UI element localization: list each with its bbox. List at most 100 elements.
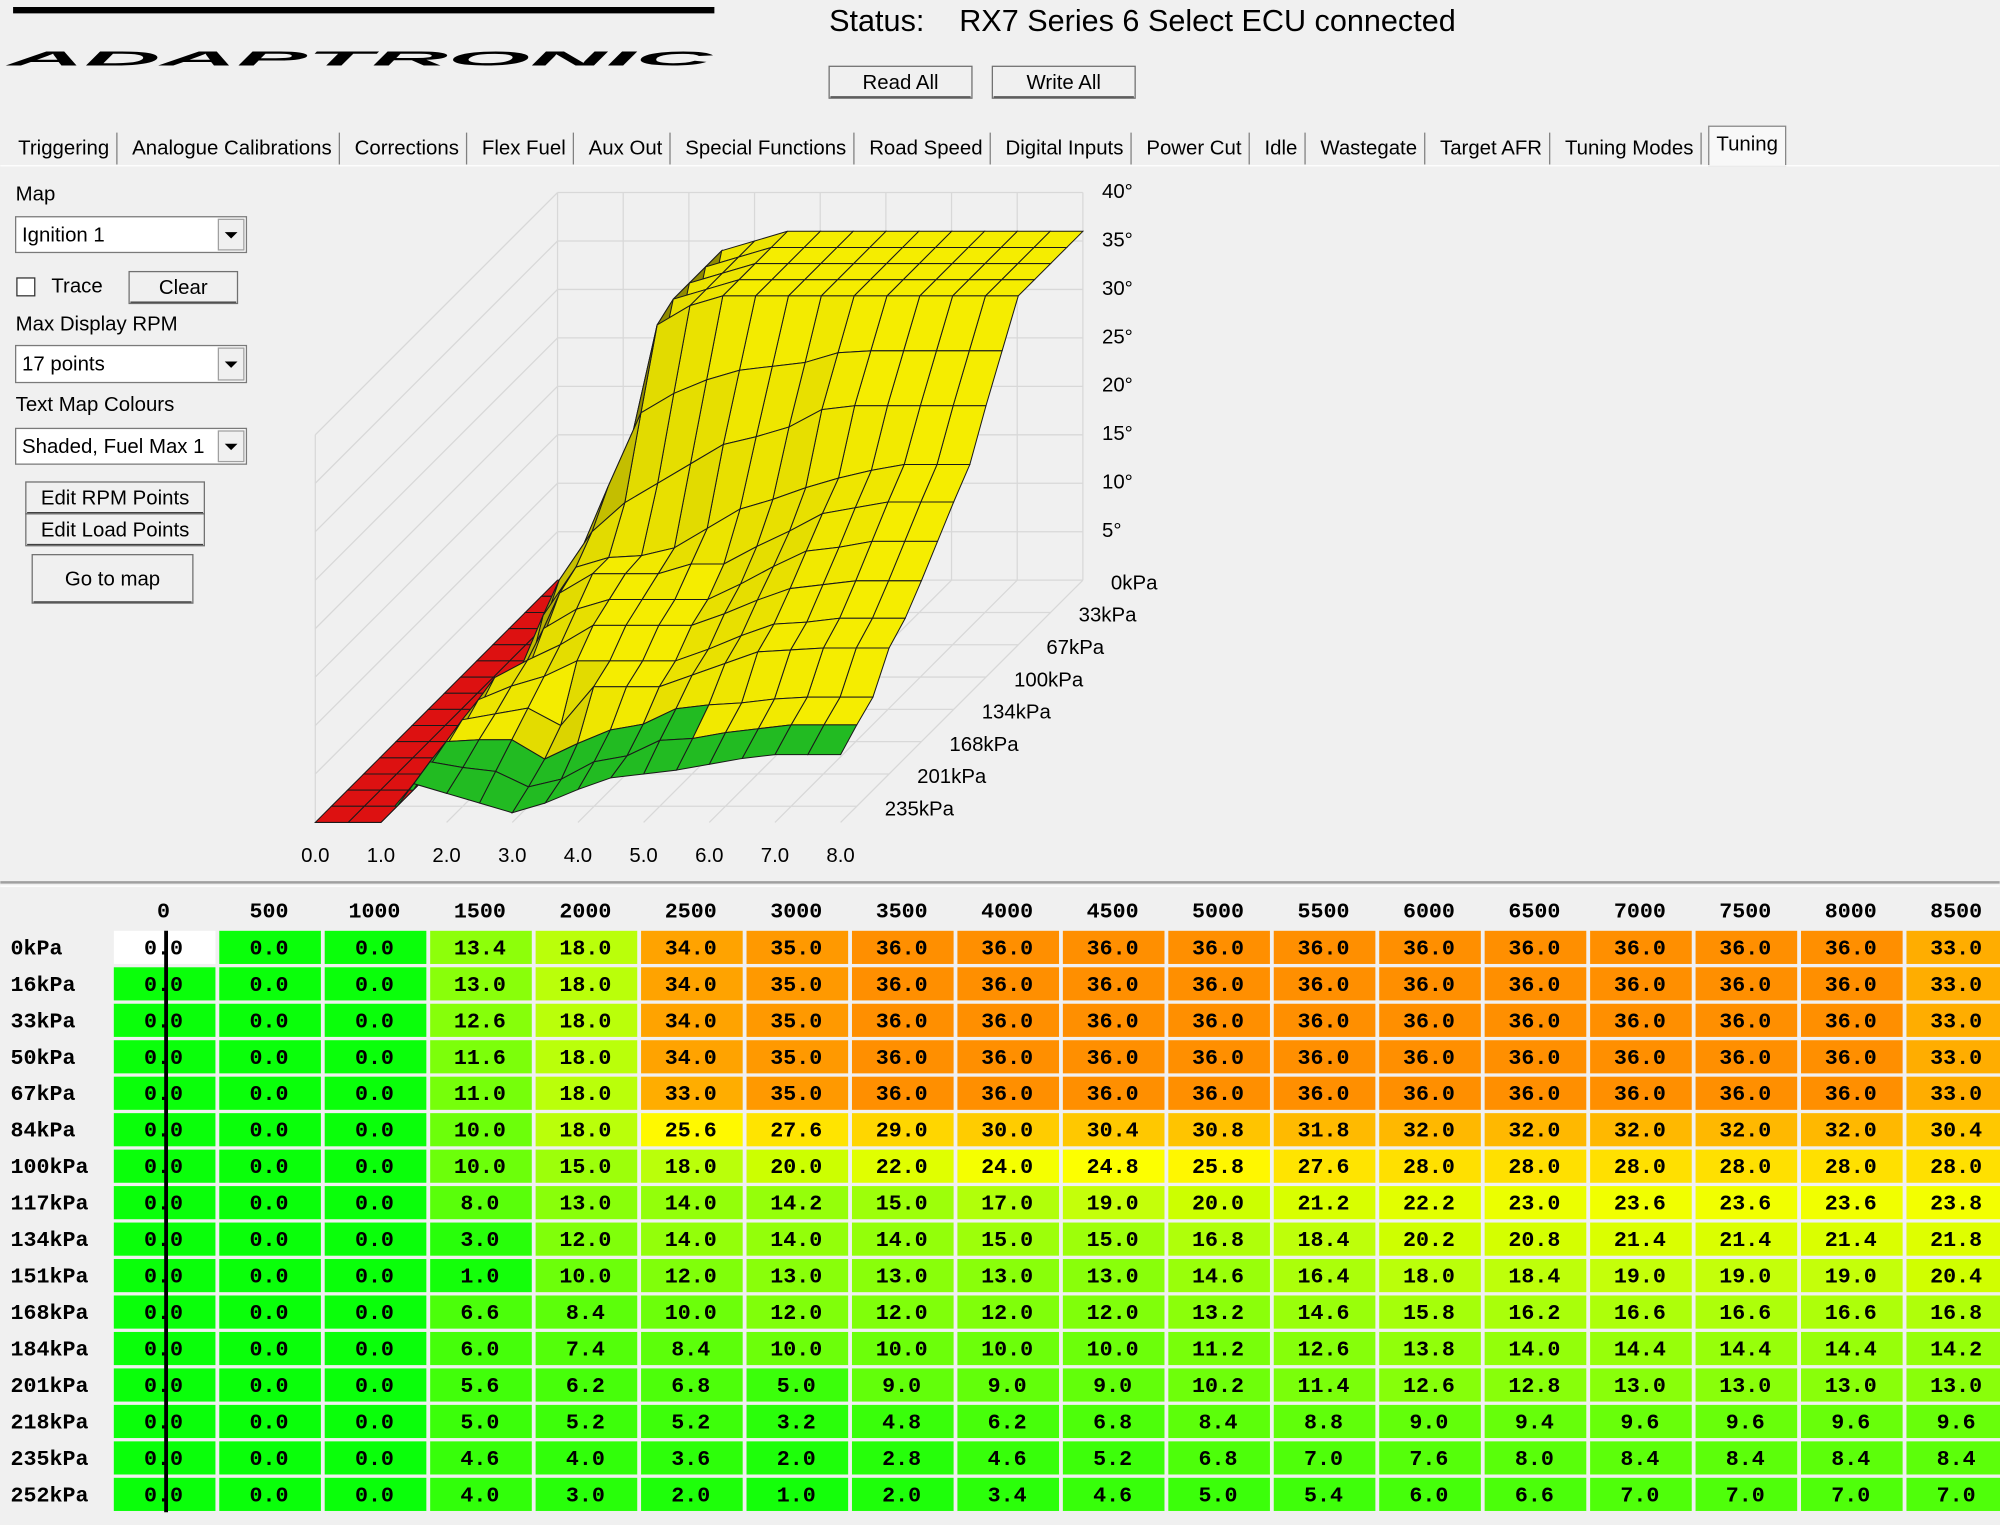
cell-value[interactable]: 30.0: [981, 1119, 1033, 1144]
cell-value[interactable]: 36.0: [1719, 936, 1771, 961]
table-cell[interactable]: [957, 1149, 1060, 1183]
cell-value[interactable]: 23.6: [1614, 1192, 1666, 1217]
cell-value[interactable]: 0.0: [355, 1192, 394, 1217]
table-cell[interactable]: [1484, 1441, 1587, 1475]
table-cell[interactable]: [641, 967, 743, 1001]
cell-value[interactable]: 23.8: [1930, 1192, 1982, 1217]
cell-value[interactable]: 34.0: [665, 936, 717, 961]
table-cell[interactable]: [851, 1368, 954, 1402]
table-cell[interactable]: [324, 1259, 427, 1293]
table-cell[interactable]: [219, 1259, 321, 1293]
table-cell[interactable]: [641, 1040, 743, 1074]
cell-value[interactable]: 8.4: [1726, 1447, 1765, 1472]
tab-label[interactable]: Special Functions: [685, 138, 846, 160]
table-cell[interactable]: [324, 1295, 427, 1329]
cell-value[interactable]: 16.6: [1825, 1301, 1877, 1326]
table-cell[interactable]: [957, 1076, 1060, 1110]
table-cell[interactable]: [1801, 1076, 1903, 1110]
table-cell[interactable]: [430, 1331, 532, 1366]
table-cell[interactable]: [430, 1040, 532, 1074]
cell-value[interactable]: 8.4: [566, 1301, 605, 1326]
cell-value[interactable]: 28.0: [1403, 1155, 1455, 1180]
cell-value[interactable]: 0.0: [144, 1119, 183, 1144]
cell-value[interactable]: 6.2: [566, 1374, 605, 1399]
cell-value[interactable]: 6.0: [1409, 1483, 1448, 1508]
tab-label[interactable]: Aux Out: [589, 138, 663, 160]
table-cell[interactable]: [430, 930, 532, 964]
table-cell[interactable]: [430, 1113, 532, 1147]
cell-value[interactable]: 12.8: [1508, 1374, 1560, 1399]
cell-value[interactable]: 0.0: [355, 1265, 394, 1290]
cell-value[interactable]: 36.0: [1087, 1009, 1139, 1034]
tab-label[interactable]: Power Cut: [1146, 138, 1242, 160]
table-cell[interactable]: [1168, 1295, 1270, 1329]
table-cell[interactable]: [535, 1477, 638, 1511]
cell-value[interactable]: 17.0: [981, 1192, 1033, 1217]
cell-value[interactable]: 19.0: [1614, 1265, 1666, 1290]
table-cell[interactable]: [746, 1477, 849, 1511]
table-cell[interactable]: [957, 1222, 1060, 1256]
table-cell[interactable]: [1484, 1477, 1587, 1511]
cell-value[interactable]: 9.6: [1620, 1410, 1659, 1435]
cell-value[interactable]: 0.0: [355, 1046, 394, 1071]
table-cell[interactable]: [641, 1259, 743, 1293]
cell-value[interactable]: 29.0: [876, 1119, 928, 1144]
cell-value[interactable]: 36.0: [1087, 936, 1139, 961]
table-cell[interactable]: [1801, 1295, 1903, 1329]
table-cell[interactable]: [1484, 1003, 1587, 1037]
table-cell[interactable]: [851, 930, 954, 964]
cell-value[interactable]: 0.0: [355, 1483, 394, 1508]
cell-value[interactable]: 3.0: [566, 1483, 605, 1508]
cell-value[interactable]: 14.6: [1192, 1265, 1244, 1290]
cell-value[interactable]: 36.0: [876, 936, 928, 961]
table-cell[interactable]: [1695, 1076, 1798, 1110]
table-cell[interactable]: [1695, 1222, 1798, 1256]
table-cell[interactable]: [641, 1076, 743, 1110]
table-cell[interactable]: [324, 1003, 427, 1037]
cell-value[interactable]: 14.0: [665, 1228, 717, 1253]
cell-value[interactable]: 14.0: [665, 1192, 717, 1217]
cell-value[interactable]: 21.2: [1297, 1192, 1349, 1217]
clear-button-label[interactable]: Clear: [159, 277, 208, 299]
cell-value[interactable]: 16.6: [1719, 1301, 1771, 1326]
cell-value[interactable]: 13.4: [454, 936, 506, 961]
cell-value[interactable]: 21.4: [1614, 1228, 1666, 1253]
table-cell[interactable]: [1062, 1295, 1165, 1329]
cell-value[interactable]: 13.0: [876, 1265, 928, 1290]
table-cell[interactable]: [535, 1186, 638, 1220]
cell-value[interactable]: 36.0: [1403, 1082, 1455, 1107]
table-cell[interactable]: [1168, 1040, 1270, 1074]
table-cell[interactable]: [851, 1259, 954, 1293]
table-cell[interactable]: [1168, 1259, 1270, 1293]
table-cell[interactable]: [1484, 1222, 1587, 1256]
table-cell[interactable]: [430, 1295, 532, 1329]
table-cell[interactable]: [1379, 1259, 1481, 1293]
table-cell[interactable]: [1801, 1441, 1903, 1475]
cell-value[interactable]: 2.0: [671, 1483, 710, 1508]
cell-value[interactable]: 7.4: [566, 1338, 605, 1363]
tab-label[interactable]: Idle: [1265, 138, 1298, 160]
table-cell[interactable]: [1168, 1222, 1270, 1256]
cell-value[interactable]: 33.0: [1930, 1009, 1982, 1034]
table-cell[interactable]: [1168, 930, 1270, 964]
cell-value[interactable]: 36.0: [1192, 1046, 1244, 1071]
cell-value[interactable]: 6.8: [1199, 1447, 1238, 1472]
cell-value[interactable]: 18.4: [1508, 1265, 1560, 1290]
cell-value[interactable]: 20.0: [1192, 1192, 1244, 1217]
table-cell[interactable]: [1695, 1186, 1798, 1220]
table-cell[interactable]: [1906, 1259, 2000, 1293]
cell-value[interactable]: 5.2: [671, 1410, 710, 1435]
cell-value[interactable]: 7.0: [1937, 1483, 1976, 1508]
cell-value[interactable]: 0.0: [144, 1192, 183, 1217]
cell-value[interactable]: 13.0: [770, 1265, 822, 1290]
table-cell[interactable]: [219, 1441, 321, 1475]
cell-value[interactable]: 9.4: [1515, 1410, 1554, 1435]
cell-value[interactable]: 0.0: [355, 1228, 394, 1253]
table-cell[interactable]: [1484, 967, 1587, 1001]
table-cell[interactable]: [535, 1149, 638, 1183]
cell-value[interactable]: 8.4: [1620, 1447, 1659, 1472]
table-cell[interactable]: [641, 1003, 743, 1037]
table-cell[interactable]: [1695, 1003, 1798, 1037]
cell-value[interactable]: 36.0: [1297, 973, 1349, 998]
cell-value[interactable]: 0.0: [249, 1119, 288, 1144]
